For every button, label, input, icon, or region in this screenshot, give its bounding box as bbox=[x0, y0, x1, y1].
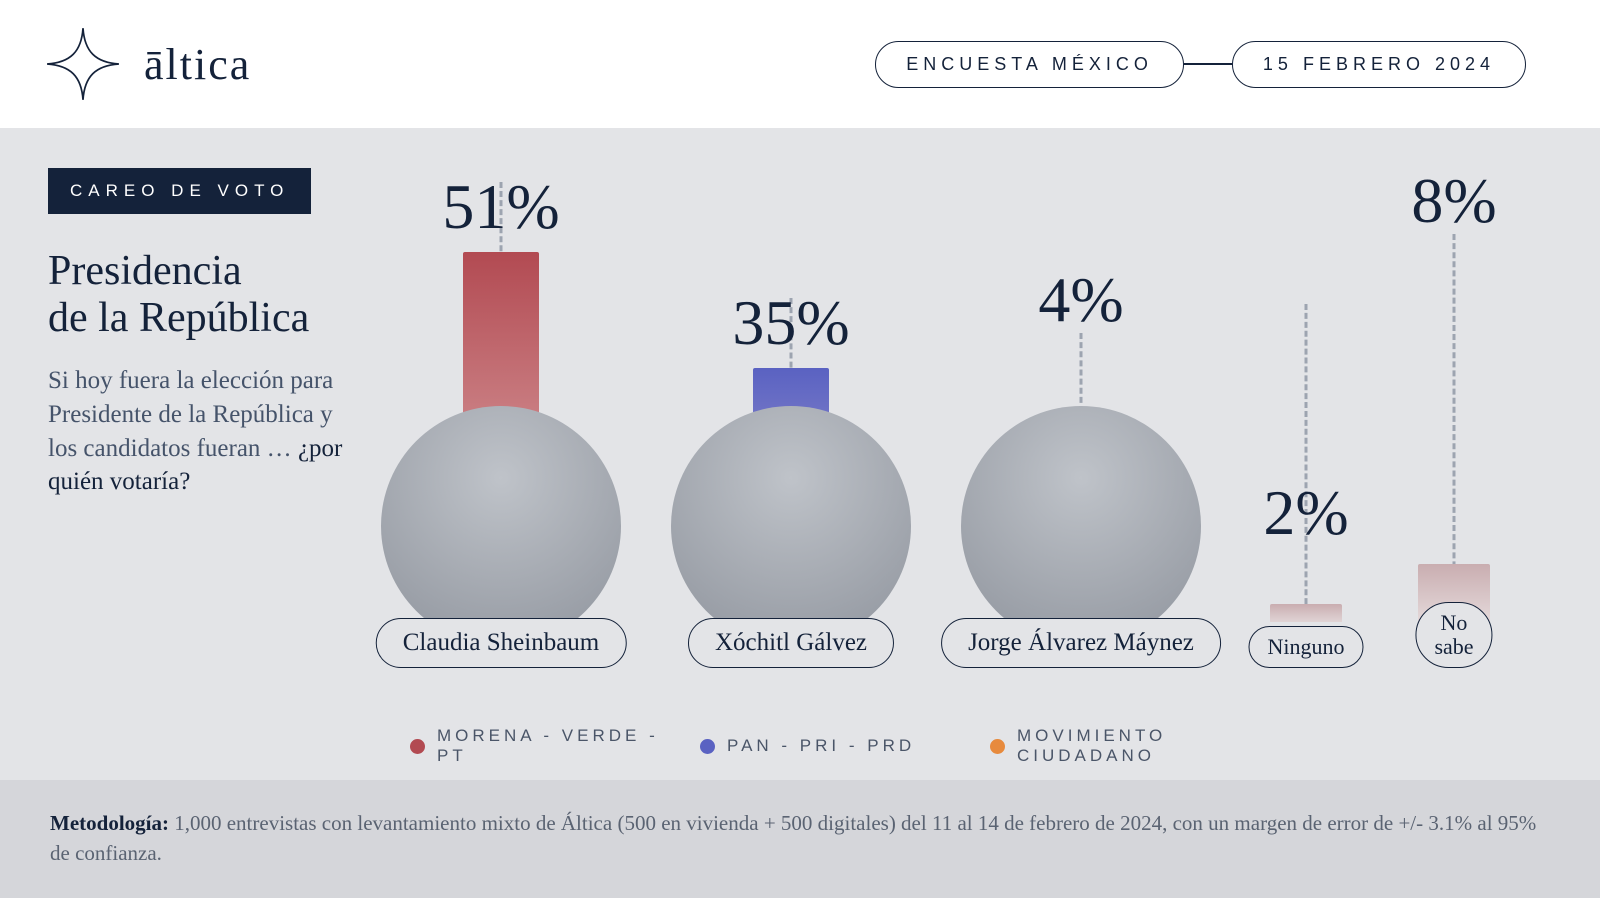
legend-label: MOVIMIENTO CIUDADANO bbox=[1017, 726, 1250, 766]
avatar-maynez bbox=[961, 406, 1201, 646]
legend-dot bbox=[990, 739, 1005, 754]
bar-slot-sheinbaum: 51% Claudia Sheinbaum bbox=[356, 168, 646, 668]
name-pill-sheinbaum: Claudia Sheinbaum bbox=[376, 618, 627, 668]
legend-item: MORENA - VERDE - PT bbox=[380, 726, 670, 766]
section-subtitle: Si hoy fuera la elección para Presidente… bbox=[48, 364, 356, 499]
main: CAREO DE VOTO Presidencia de la Repúblic… bbox=[0, 128, 1600, 780]
brand-text: āltica bbox=[144, 39, 251, 90]
section-badge: CAREO DE VOTO bbox=[48, 168, 311, 214]
methodology-label: Metodología: bbox=[50, 811, 169, 835]
methodology-text: 1,000 entrevistas con levantamiento mixt… bbox=[50, 811, 1536, 865]
legend-item: MOVIMIENTO CIUDADANO bbox=[960, 726, 1250, 766]
pct-sheinbaum: 51% bbox=[442, 170, 559, 244]
legend-dot bbox=[700, 739, 715, 754]
section-title: Presidencia de la República bbox=[48, 248, 356, 342]
legend: MORENA - VERDE - PT PAN - PRI - PRD MOVIMI… bbox=[380, 726, 1552, 766]
bar-ninguno bbox=[1270, 604, 1342, 622]
methodology-footer: Metodología: 1,000 entrevistas con levan… bbox=[0, 780, 1600, 898]
pct-ninguno: 2% bbox=[1263, 476, 1348, 550]
legend-label: MORENA - VERDE - PT bbox=[437, 726, 670, 766]
poll-chart: 51% Claudia Sheinbaum 35% Xóchitl Gálvez 4% J… bbox=[356, 168, 1552, 728]
title-line-2: de la República bbox=[48, 295, 309, 341]
name-pill-galvez: Xóchitl Gálvez bbox=[688, 618, 894, 668]
header: āltica ENCUESTA MÉXICO 15 FEBRERO 2024 bbox=[0, 0, 1600, 128]
name-pill-nosabe: Nosabe bbox=[1415, 602, 1492, 668]
name-pill-ninguno: Ninguno bbox=[1249, 626, 1364, 668]
left-column: CAREO DE VOTO Presidencia de la Repúblic… bbox=[48, 168, 356, 780]
pct-maynez: 4% bbox=[1038, 263, 1123, 337]
legend-label: PAN - PRI - PRD bbox=[727, 736, 915, 756]
pill-survey: ENCUESTA MÉXICO bbox=[875, 41, 1184, 88]
legend-item: PAN - PRI - PRD bbox=[670, 726, 960, 766]
header-pills: ENCUESTA MÉXICO 15 FEBRERO 2024 bbox=[875, 41, 1526, 88]
pill-connector bbox=[1184, 63, 1232, 65]
pct-galvez: 35% bbox=[732, 286, 849, 360]
bar-slot-galvez: 35% Xóchitl Gálvez bbox=[646, 168, 936, 668]
bar-slot-nosabe: 8%Nosabe bbox=[1386, 168, 1522, 668]
logo: āltica bbox=[44, 25, 251, 103]
legend-dot bbox=[410, 739, 425, 754]
pill-date: 15 FEBRERO 2024 bbox=[1232, 41, 1526, 88]
bar-slot-ninguno: 2% Ninguno bbox=[1238, 168, 1374, 668]
name-pill-maynez: Jorge Álvarez Máynez bbox=[941, 618, 1221, 668]
logo-star-icon bbox=[44, 25, 122, 103]
page: āltica ENCUESTA MÉXICO 15 FEBRERO 2024 C… bbox=[0, 0, 1600, 898]
bar-slot-maynez: 4% Jorge Álvarez Máynez bbox=[936, 168, 1226, 668]
avatar-sheinbaum bbox=[381, 406, 621, 646]
guide-dash bbox=[1305, 304, 1308, 622]
subtitle-plain: Si hoy fuera la elección para Presidente… bbox=[48, 367, 333, 462]
avatar-galvez bbox=[671, 406, 911, 646]
title-line-1: Presidencia bbox=[48, 248, 242, 294]
pct-nosabe: 8% bbox=[1411, 164, 1496, 238]
